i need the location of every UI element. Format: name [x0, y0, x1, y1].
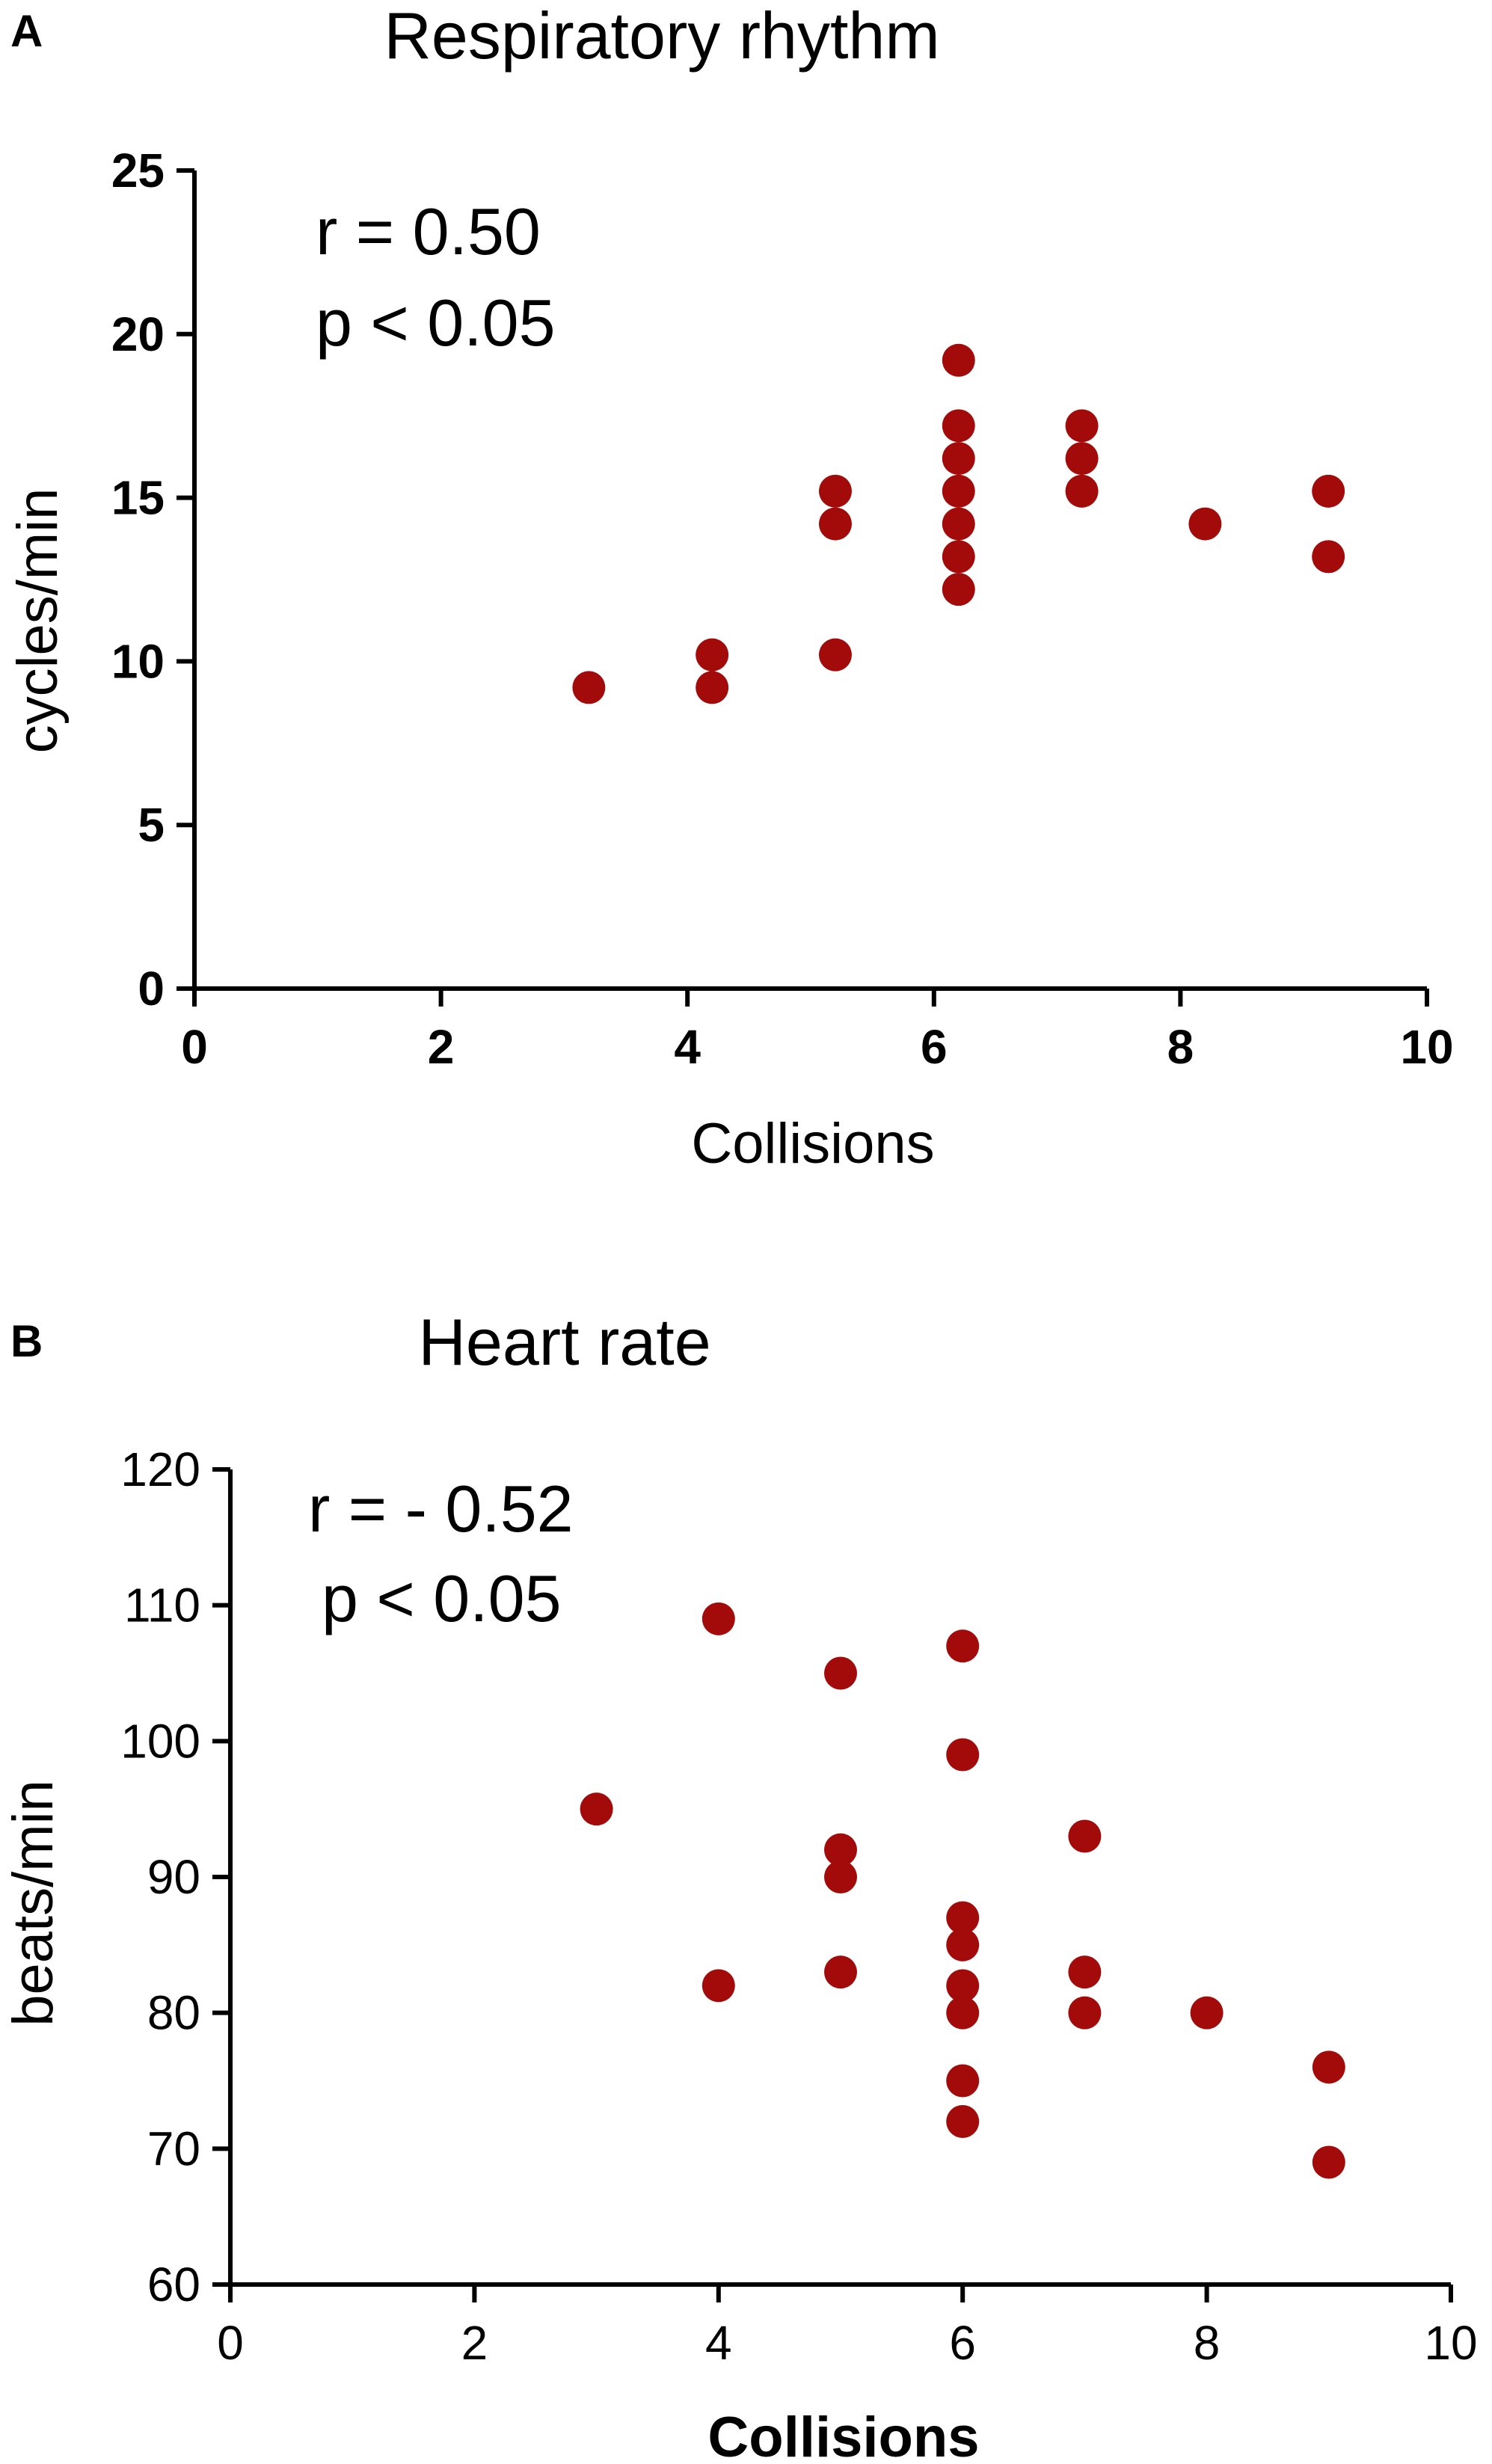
- y-tick-label: 25: [111, 144, 165, 197]
- data-point: [1312, 540, 1345, 574]
- y-tick-label: 100: [120, 1714, 200, 1768]
- y-tick-label: 20: [111, 307, 165, 361]
- data-point: [824, 1656, 857, 1690]
- y-tick-label: 120: [120, 1443, 200, 1496]
- data-point: [946, 1738, 980, 1772]
- data-point: [942, 507, 975, 541]
- panel-b-points: [580, 1602, 1345, 2179]
- data-point: [1312, 2050, 1345, 2084]
- data-point: [946, 1901, 980, 1935]
- panel-a-y-ticks: 0 5 10 15 20 25: [111, 144, 194, 1016]
- x-tick-label: 2: [428, 1020, 455, 1074]
- x-tick-label: 10: [1400, 1020, 1453, 1074]
- y-tick-label: 70: [147, 2122, 200, 2175]
- panel-b-letter: B: [10, 1316, 43, 1366]
- data-point: [818, 507, 852, 541]
- data-point: [572, 671, 606, 704]
- x-tick-label: 6: [949, 2316, 976, 2370]
- data-point: [824, 1955, 857, 1989]
- data-point: [1068, 1819, 1102, 1853]
- panel-a-p-value: p < 0.05: [316, 286, 556, 360]
- data-point: [942, 409, 975, 443]
- panel-b-x-ticks: 0 2 4 6 8 10: [217, 2285, 1478, 2370]
- data-point: [1068, 1996, 1102, 2030]
- data-point: [942, 573, 975, 606]
- data-point: [818, 638, 852, 672]
- x-tick-label: 2: [461, 2316, 488, 2370]
- data-point: [824, 1833, 857, 1867]
- data-point: [942, 540, 975, 574]
- y-tick-label: 0: [138, 962, 165, 1016]
- data-point: [1065, 409, 1099, 443]
- panel-a-r-value: r = 0.50: [316, 194, 541, 268]
- y-tick-label: 60: [147, 2258, 200, 2311]
- y-tick-label: 80: [147, 1986, 200, 2040]
- panel-b-x-axis-label: Collisions: [707, 2406, 979, 2464]
- x-tick-label: 0: [181, 1020, 208, 1074]
- panel-b-y-axis-label: beats/min: [1, 1780, 65, 2027]
- panel-a: A Respiratory rhythm r = 0.50 p < 0.05 0…: [6, 0, 1454, 1176]
- x-tick-label: 10: [1424, 2316, 1477, 2370]
- x-tick-label: 6: [921, 1020, 948, 1074]
- data-point: [696, 638, 729, 672]
- data-point: [1312, 2145, 1345, 2179]
- data-point: [942, 474, 975, 508]
- panel-b-title: Heart rate: [418, 1305, 710, 1379]
- data-point: [946, 2105, 980, 2138]
- data-point: [702, 1602, 735, 1635]
- y-tick-label: 90: [147, 1850, 200, 1904]
- panel-a-letter: A: [10, 6, 43, 56]
- x-tick-label: 8: [1167, 1020, 1194, 1074]
- panel-a-points: [572, 343, 1345, 704]
- data-point: [1312, 474, 1345, 508]
- data-point: [824, 1861, 857, 1893]
- x-tick-label: 8: [1194, 2316, 1221, 2370]
- data-point: [942, 343, 975, 377]
- panel-a-y-axis-label: cycles/min: [6, 488, 70, 754]
- data-point: [1188, 507, 1222, 541]
- panel-a-axes: [192, 170, 1427, 991]
- data-point: [946, 1629, 980, 1663]
- data-point: [946, 1928, 980, 1961]
- data-point: [1190, 1996, 1224, 2030]
- x-tick-label: 4: [674, 1020, 701, 1074]
- data-point: [818, 474, 852, 508]
- data-point: [946, 1969, 980, 2003]
- y-tick-label: 5: [138, 798, 165, 852]
- x-tick-label: 4: [705, 2316, 732, 2370]
- y-tick-label: 15: [111, 471, 165, 525]
- y-tick-label: 10: [111, 634, 165, 688]
- x-tick-label: 0: [217, 2316, 244, 2370]
- panel-a-title: Respiratory rhythm: [384, 0, 939, 73]
- data-point: [580, 1792, 613, 1826]
- panel-b-p-value: p < 0.05: [322, 1561, 562, 1635]
- data-point: [702, 1969, 735, 2003]
- y-tick-label: 110: [124, 1579, 200, 1632]
- panel-b-r-value: r = - 0.52: [308, 1472, 574, 1546]
- data-point: [1065, 442, 1099, 476]
- panel-b-y-ticks: 60 70 80 90 100 110 120: [120, 1443, 230, 2311]
- data-point: [696, 671, 729, 704]
- data-point: [1068, 1955, 1102, 1989]
- data-point: [946, 1996, 980, 2030]
- data-point: [942, 442, 975, 476]
- panel-a-x-ticks: 0 2 4 6 8 10: [181, 989, 1454, 1074]
- panel-b: B Heart rate r = - 0.52 p < 0.05 0 2 4 6 8 10…: [1, 1305, 1478, 2464]
- panel-a-x-axis-label: Collisions: [691, 1112, 934, 1176]
- data-point: [1065, 474, 1099, 508]
- data-point: [946, 2064, 980, 2098]
